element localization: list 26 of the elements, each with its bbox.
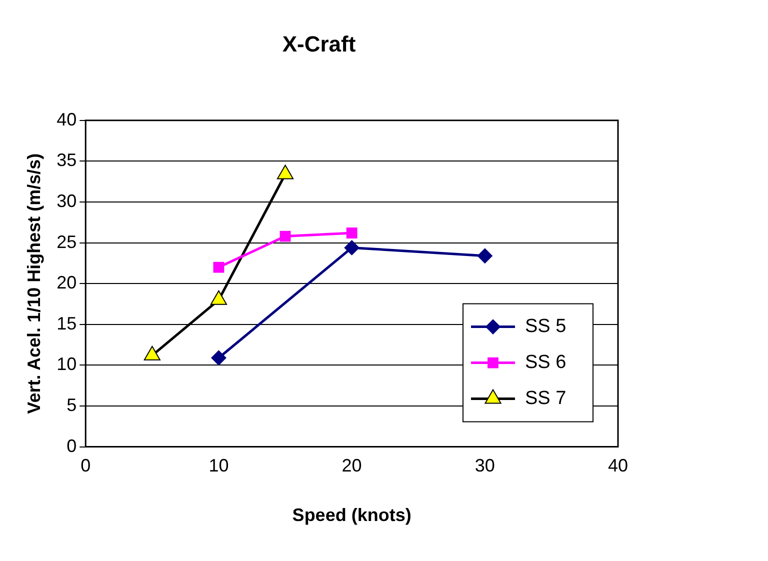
x-tick-label: 10 [208, 456, 229, 476]
point [280, 230, 291, 242]
point [477, 248, 492, 264]
x-axis-title: Speed (knots) [292, 505, 412, 526]
x-tick-label: 20 [342, 456, 362, 476]
point [344, 240, 360, 256]
y-tick-label: 40 [56, 109, 77, 130]
y-tick-label: 35 [56, 150, 77, 170]
y-tick-label: 5 [66, 394, 77, 415]
point [213, 262, 224, 273]
point [211, 350, 226, 366]
x-tick-label: 40 [608, 456, 628, 476]
legend-label: SS 5 [525, 316, 566, 338]
y-tick-label: 10 [56, 354, 77, 374]
y-tick-label: 25 [56, 232, 77, 252]
y-tick-label: 20 [56, 272, 77, 293]
x-tick-label: 30 [474, 456, 495, 476]
point [346, 228, 358, 238]
x-tick-label: 0 [80, 456, 91, 476]
y-tick-label: 30 [56, 190, 77, 211]
legend-label: SS 7 [525, 388, 566, 410]
y-axis-title: Vert. Acel. 1/10 Highest (m/s/s) [24, 153, 44, 414]
y-tick-label: 15 [56, 313, 77, 334]
chart-title: X-Craft [282, 31, 356, 56]
y-tick-label: 0 [66, 436, 77, 456]
legend-label: SS 6 [525, 352, 566, 374]
